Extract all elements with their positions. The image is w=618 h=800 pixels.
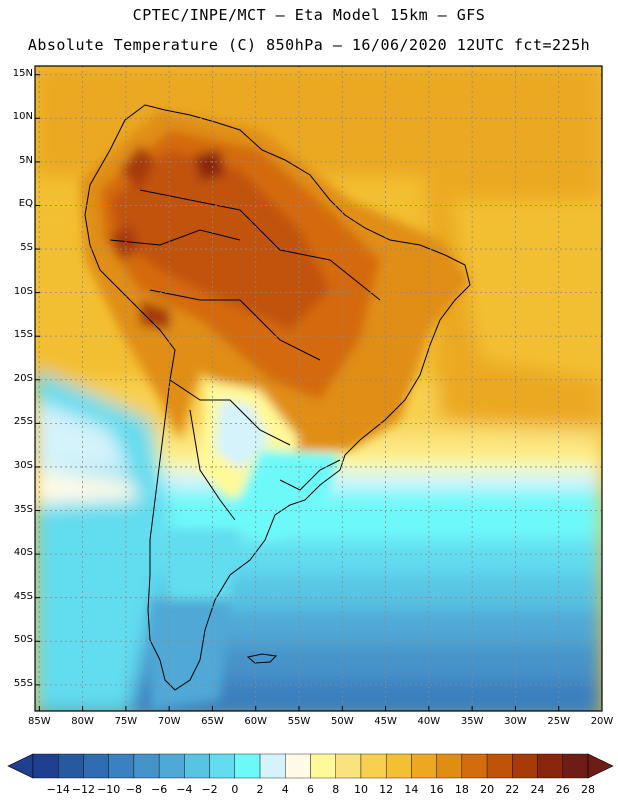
lat-label: 50S <box>13 634 33 646</box>
lon-label: 70W <box>157 716 181 727</box>
lat-label: 40S <box>13 547 33 559</box>
colorbar-label: 14 <box>404 783 419 796</box>
colorbar-label: 0 <box>231 783 239 796</box>
chart-title-line1: CPTEC/INPE/MCT – Eta Model 15km – GFS <box>132 6 486 24</box>
colorbar-label: −12 <box>71 783 96 796</box>
colorbar-label: 12 <box>379 783 394 796</box>
lon-label: 50W <box>330 716 354 727</box>
lat-label: 45S <box>13 590 33 602</box>
lat-label: 20S <box>13 372 33 384</box>
colorbar-label: −4 <box>176 783 193 796</box>
colorbar-swatch <box>537 753 563 779</box>
colorbar-swatch <box>209 753 236 779</box>
colorbar-swatch <box>158 753 185 779</box>
colorbar-swatch <box>436 753 463 779</box>
colorbar-swatch <box>385 753 412 779</box>
colorbar-label: 8 <box>332 783 340 796</box>
colorbar-label: 10 <box>353 783 368 796</box>
lon-label: 25W <box>547 716 571 727</box>
colorbar-swatch <box>310 753 336 779</box>
colorbar-label: 18 <box>454 783 469 796</box>
temperature-field <box>35 66 602 711</box>
colorbar-swatch <box>360 753 387 779</box>
colorbar-swatch <box>108 753 135 779</box>
colorbar-high-arrow <box>587 753 614 779</box>
colorbar-swatch <box>133 753 160 779</box>
axis-ticks <box>35 74 603 711</box>
chart-title-line2: Absolute Temperature (C) 850hPa – 16/06/… <box>27 36 591 54</box>
colorbar-label: 4 <box>281 783 289 796</box>
lon-label: 75W <box>114 716 138 727</box>
lon-label: 55W <box>287 716 311 727</box>
colorbar-swatch <box>234 753 261 779</box>
colorbar-label: 24 <box>530 783 545 796</box>
lat-label: 5N <box>19 154 33 166</box>
lon-label: 40W <box>417 716 441 727</box>
colorbar-label: −14 <box>46 783 70 796</box>
lat-label: EQ <box>18 198 33 210</box>
colorbar-label: 20 <box>480 783 495 796</box>
colorbar-swatch <box>184 753 210 779</box>
lon-label: 35W <box>460 716 484 727</box>
colorbar-label: 28 <box>581 783 595 796</box>
falklands <box>246 653 278 664</box>
lon-label: 60W <box>244 716 268 727</box>
colorbar-label: 2 <box>256 783 264 796</box>
colorbar-label: 6 <box>307 783 314 796</box>
colorbar-swatch <box>83 753 109 779</box>
colorbar-swatch <box>58 753 84 779</box>
colorbar-label: −6 <box>151 783 168 796</box>
lat-label: 10N <box>12 111 33 123</box>
lat-label: 25S <box>13 416 33 428</box>
colorbar-swatch <box>486 753 513 779</box>
colorbar-swatch <box>285 753 311 779</box>
lon-label: 45W <box>374 716 397 727</box>
lon-label: 85W <box>28 716 51 727</box>
colorbar-label: 22 <box>505 783 520 796</box>
lat-label: 15S <box>13 329 33 341</box>
coastlines <box>84 104 471 691</box>
lon-label: 80W <box>71 716 94 727</box>
lon-label: 65W <box>201 716 224 727</box>
lat-label: 30S <box>13 459 33 471</box>
lat-label: 10S <box>13 285 33 297</box>
map-frame <box>34 65 603 712</box>
lon-label: 30W <box>504 716 527 727</box>
lat-label: 5S <box>20 242 33 254</box>
colorbar-label: 26 <box>555 783 570 796</box>
colorbar-label: −2 <box>201 783 218 796</box>
colorbar-swatch <box>259 753 286 779</box>
colorbar-swatch <box>411 753 437 779</box>
colorbar-swatch <box>32 753 59 779</box>
colorbar-low-arrow <box>7 753 34 779</box>
colorbar-swatch <box>512 753 538 779</box>
colorbar <box>7 753 614 779</box>
colorbar-swatch <box>461 753 488 779</box>
colorbar-label: −8 <box>125 783 143 796</box>
colorbar-swatch <box>335 753 362 779</box>
colorbar-label: 16 <box>429 783 444 796</box>
colorbar-swatch <box>562 753 589 779</box>
lat-label: 35S <box>13 503 33 515</box>
colorbar-label: −10 <box>97 783 121 796</box>
lat-label: 55S <box>13 677 33 689</box>
lon-label: 20W <box>590 716 614 727</box>
lat-label: 15N <box>12 67 33 79</box>
